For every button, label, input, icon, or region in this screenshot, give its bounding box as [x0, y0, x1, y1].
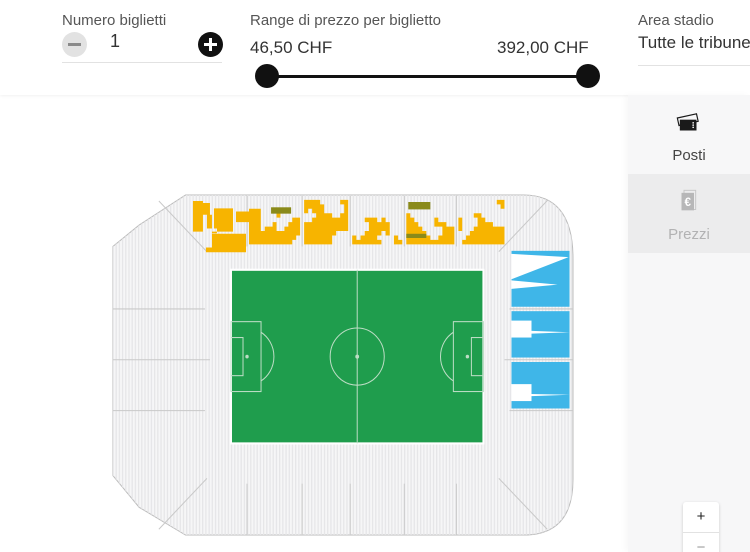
svg-text:€: €	[685, 196, 692, 209]
